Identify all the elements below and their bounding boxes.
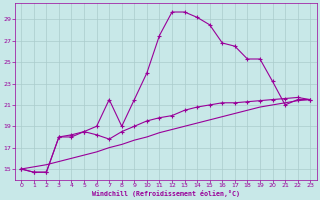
X-axis label: Windchill (Refroidissement éolien,°C): Windchill (Refroidissement éolien,°C) [92,190,240,197]
